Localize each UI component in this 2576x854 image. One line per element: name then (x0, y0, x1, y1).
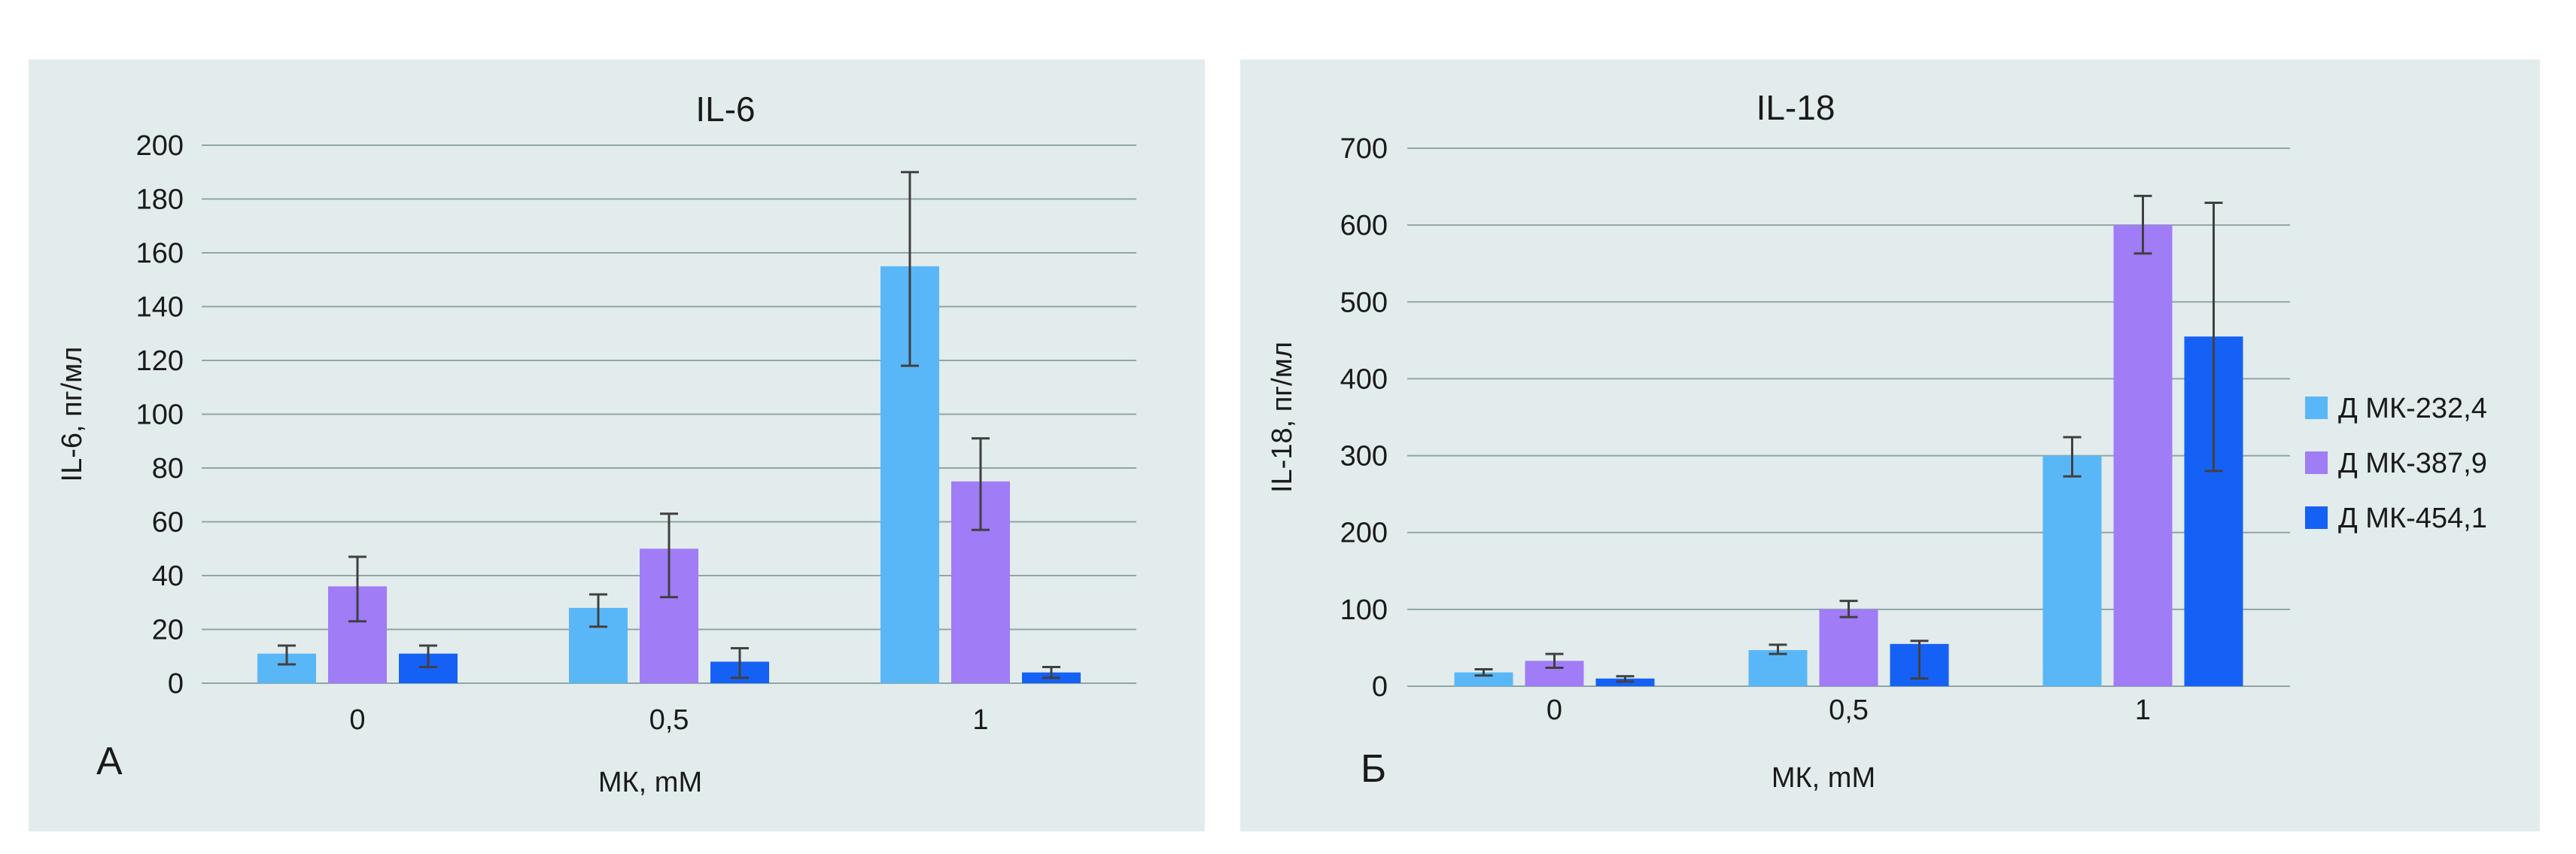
y-tick-label: 60 (152, 507, 184, 539)
y-axis-label: IL-6, пг/мл (56, 347, 88, 482)
x-tick-label: 1 (972, 704, 988, 736)
error-bar (972, 437, 990, 531)
error-bar (419, 644, 437, 669)
legend-swatch (2305, 451, 2328, 474)
y-tick-label: 40 (152, 561, 184, 592)
error-bar (1545, 652, 1564, 669)
x-axis-label: МК, mM (598, 767, 702, 798)
y-tick-label: 80 (152, 453, 184, 485)
x-tick-label: 0 (1547, 694, 1562, 726)
y-tick-label: 400 (1340, 363, 1388, 395)
bar (1454, 672, 1513, 686)
error-bar (1042, 666, 1060, 679)
error-bar (2133, 194, 2152, 255)
bar (2113, 225, 2173, 687)
y-tick-label: 180 (136, 184, 184, 216)
bar (1748, 649, 1808, 686)
bar (1819, 609, 1878, 686)
legend-label: Д МК-454,1 (2338, 503, 2487, 534)
chart-panel-il18: IL-18 0 100 200 300 400 500 600 700 IL-18, пг/мл 0… (1240, 59, 2540, 831)
x-tick-label: 1 (2135, 694, 2151, 726)
chart-title: IL-6 (695, 90, 755, 129)
error-bar (1474, 668, 1493, 677)
y-tick-label: 120 (136, 345, 184, 377)
chart-il18: IL-18 0 100 200 300 400 500 600 700 IL-18, пг/мл 0… (1267, 88, 2487, 794)
error-bar (348, 555, 366, 623)
y-tick-label: 200 (136, 130, 184, 162)
y-tick-label: 700 (1340, 133, 1388, 165)
y-tick-label: 140 (136, 292, 184, 324)
legend-swatch (2305, 397, 2328, 419)
error-bar (1616, 675, 1635, 683)
panel-letter: А (96, 740, 123, 783)
y-tick-label: 100 (1340, 594, 1388, 626)
error-bar (589, 593, 607, 628)
legend: Д МК-232,4 Д МК-387,9 Д МК-454,1 (2305, 393, 2487, 534)
y-tick-label: 600 (1340, 210, 1388, 242)
x-tick-label: 0 (349, 704, 365, 736)
chart-title: IL-18 (1756, 88, 1835, 127)
y-tick-label: 20 (152, 615, 184, 646)
error-bar (2204, 202, 2223, 473)
y-tick-label: 0 (168, 668, 184, 700)
error-bar (660, 512, 678, 599)
chart-il6: IL-6 0 20 40 60 80 100 120 140 160 180 200 IL-6, пг/… (56, 90, 1136, 798)
legend-swatch (2305, 506, 2328, 529)
chart-panel-il6: IL-6 0 20 40 60 80 100 120 140 160 180 200 IL-6, пг/… (29, 59, 1205, 831)
y-tick-label: 500 (1340, 287, 1388, 318)
y-tick-label: 100 (136, 400, 184, 431)
error-bar (2063, 436, 2082, 478)
bar (2042, 455, 2102, 686)
error-bar (731, 647, 749, 679)
error-bar (1839, 600, 1858, 618)
x-tick-label: 0,5 (1829, 694, 1869, 726)
legend-label: Д МК-232,4 (2338, 393, 2487, 424)
legend-label: Д МК-387,9 (2338, 448, 2487, 479)
y-tick-label: 300 (1340, 441, 1388, 473)
error-bar (1769, 643, 1787, 655)
y-tick-label: 0 (1372, 671, 1388, 703)
error-bar (278, 644, 296, 666)
error-bar (1910, 640, 1929, 680)
x-axis-label: МК, mM (1772, 762, 1875, 794)
y-tick-label: 200 (1340, 518, 1388, 549)
error-bar (901, 171, 919, 367)
panel-letter: Б (1361, 747, 1386, 791)
x-tick-label: 0,5 (649, 704, 689, 736)
y-axis-label: IL-18, пг/мл (1267, 342, 1298, 493)
y-tick-label: 160 (136, 238, 184, 269)
